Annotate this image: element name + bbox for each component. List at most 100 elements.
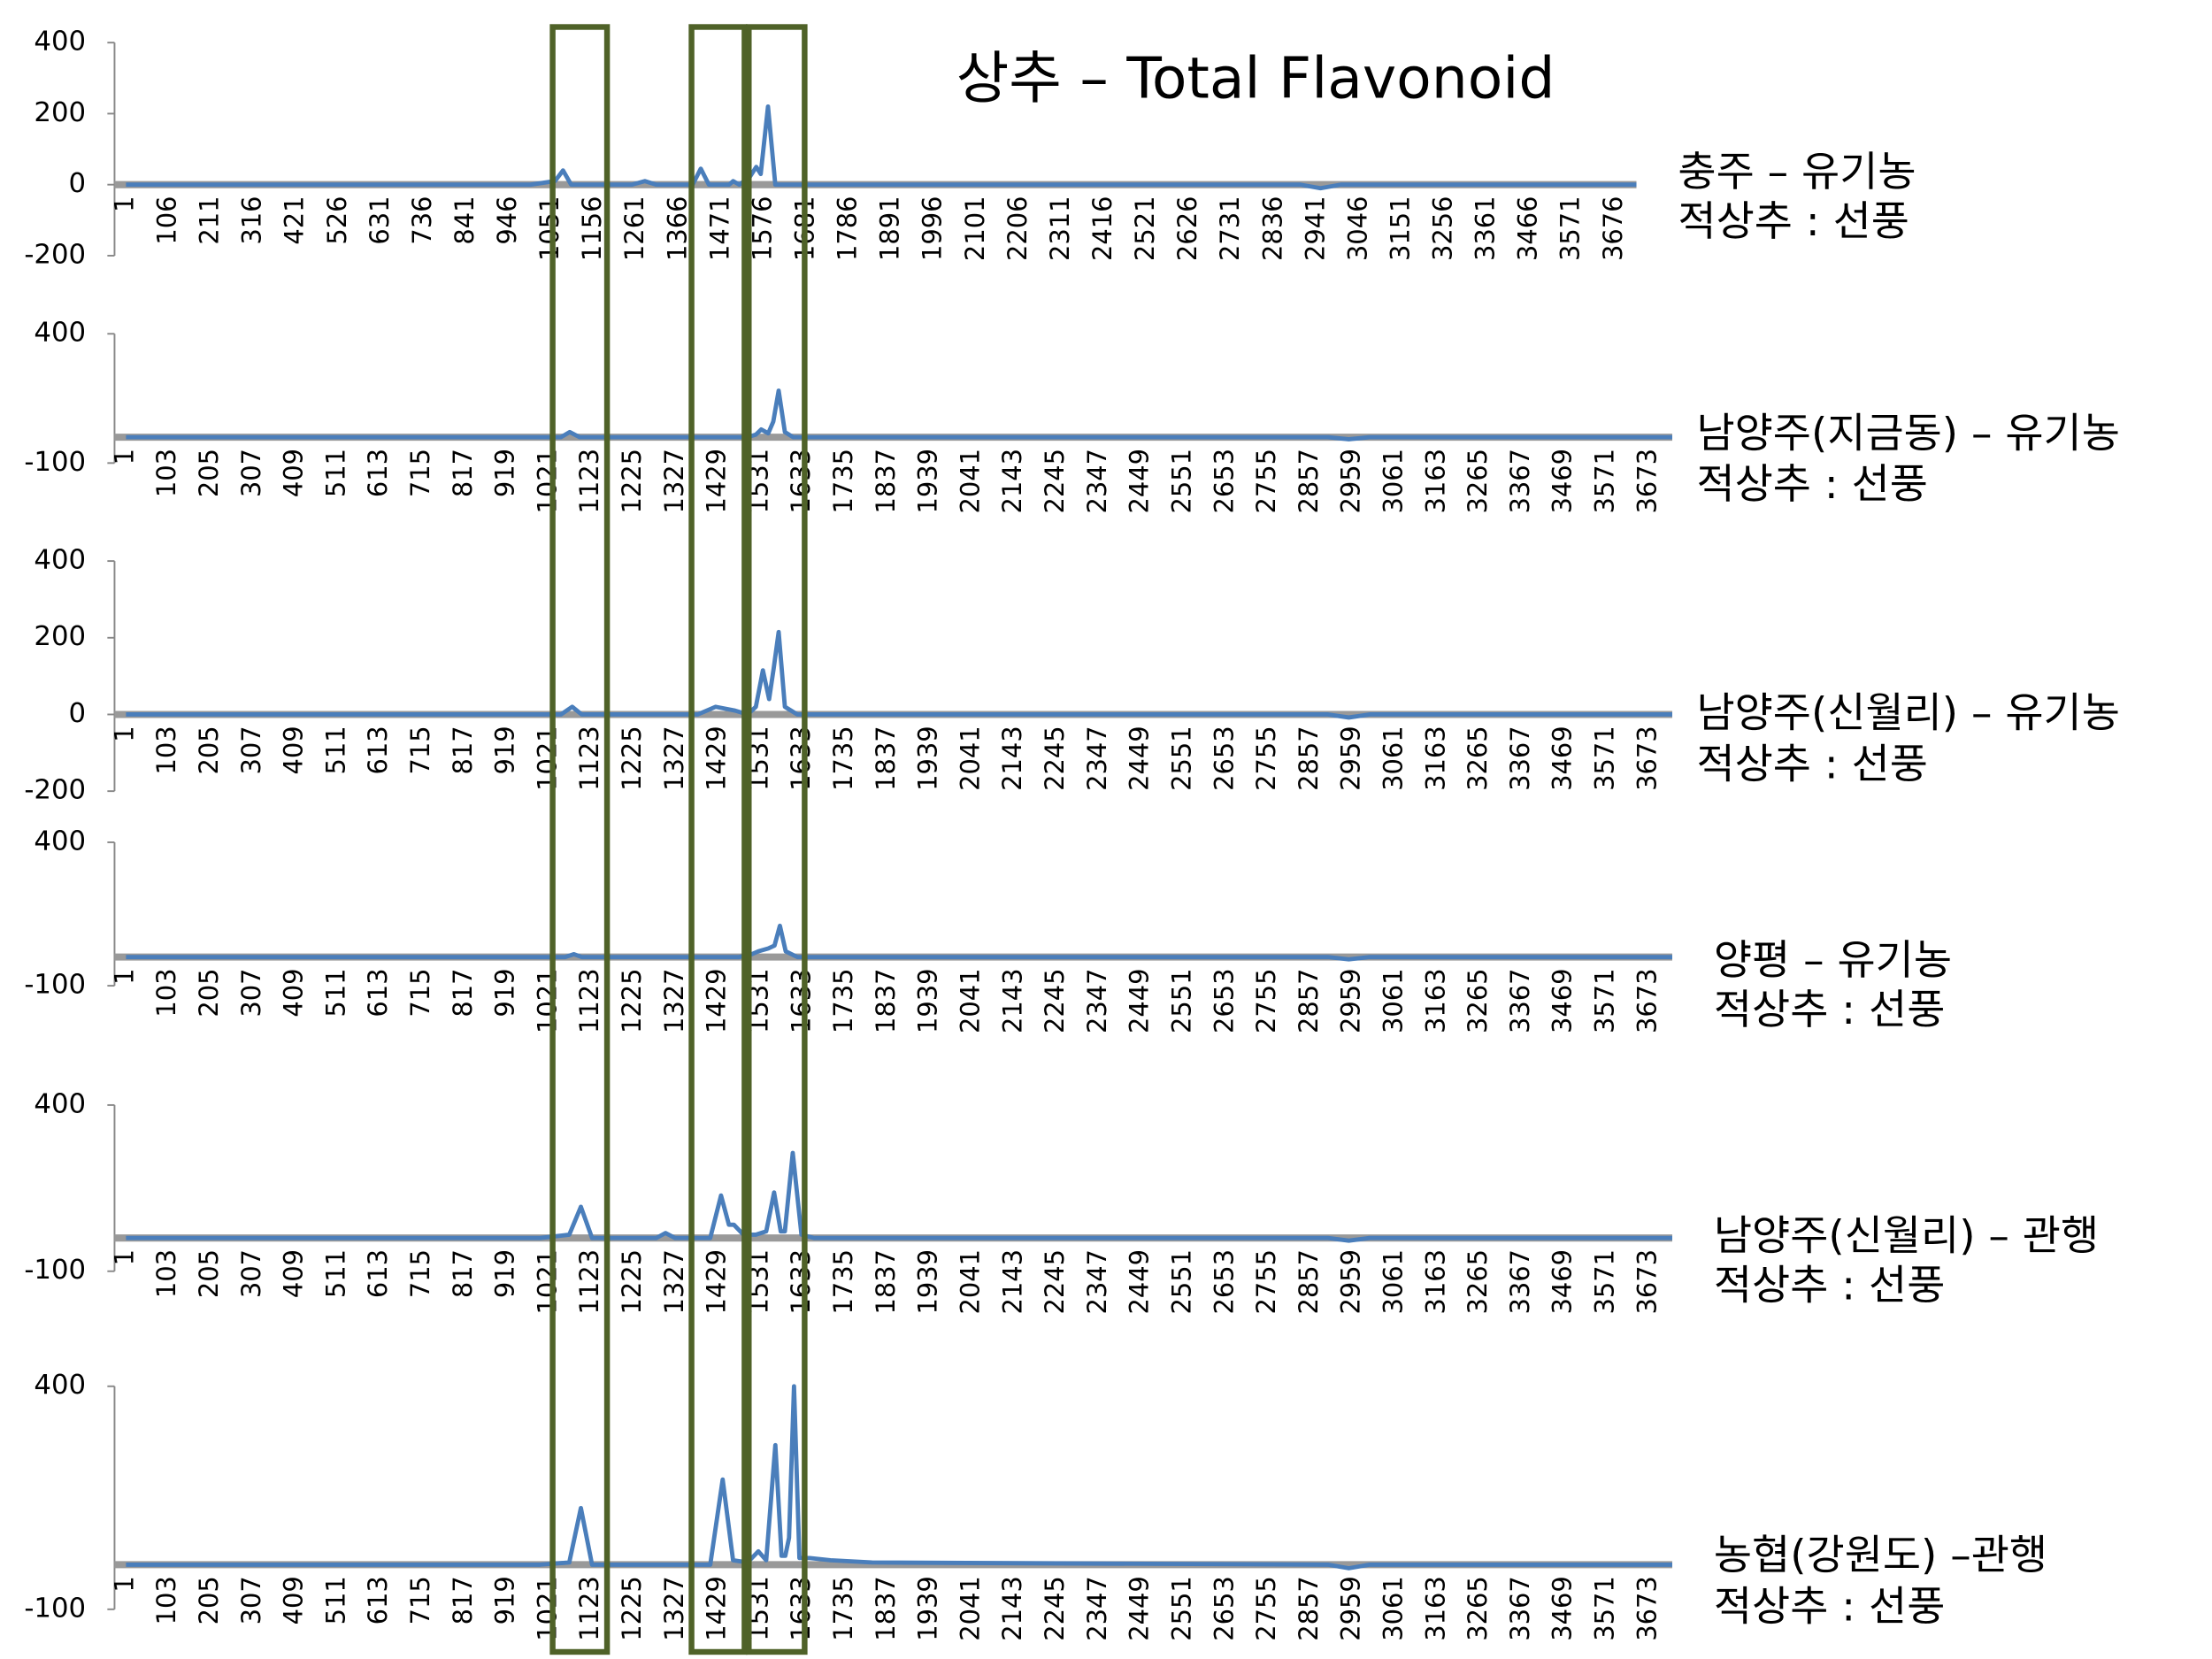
x-tick-label: 3367	[1505, 1576, 1535, 1641]
x-tick-label: 1156	[577, 196, 607, 262]
x-tick-label: 103	[151, 1249, 181, 1298]
panel-label: 적상추 : 선풍	[1714, 1583, 1945, 1631]
x-tick-label: 3265	[1463, 968, 1493, 1033]
highlight-box	[688, 24, 748, 1655]
x-tick-label: 1891	[875, 196, 905, 262]
x-tick-label: 715	[405, 1249, 435, 1298]
x-tick-label: 2245	[1040, 726, 1070, 791]
x-tick-label: 1123	[574, 726, 604, 791]
x-tick-label: 2755	[1251, 449, 1281, 514]
x-tick-label: 1	[109, 1576, 139, 1592]
x-tick-label: 3469	[1548, 449, 1578, 514]
y-tick-label: 200	[34, 97, 86, 128]
x-tick-label: 3367	[1505, 726, 1535, 791]
data-line	[126, 1150, 1672, 1243]
data-line	[126, 629, 1672, 720]
x-tick-label: 2143	[997, 968, 1027, 1033]
x-tick-label: 2449	[1125, 1249, 1155, 1315]
x-tick-label: 817	[448, 968, 478, 1017]
x-tick-label: 946	[492, 196, 522, 245]
x-tick-label: 817	[448, 1576, 478, 1624]
x-tick-label: 3265	[1463, 1249, 1493, 1315]
x-tick-label: 2755	[1251, 1249, 1281, 1315]
x-tick-label: 1837	[871, 449, 901, 514]
x-tick-label: 3466	[1513, 196, 1543, 262]
x-tick-label: 1837	[871, 1576, 901, 1641]
x-tick-label: 1939	[913, 449, 943, 514]
x-tick-label: 1939	[913, 726, 943, 791]
x-tick-label: 919	[490, 726, 520, 774]
x-tick-label: 3163	[1420, 449, 1450, 514]
x-tick-label: 1786	[832, 196, 862, 262]
x-tick-label: 1327	[659, 449, 689, 514]
panel-label: 농협(강원도) –관행	[1714, 1532, 2047, 1580]
x-tick-label: 526	[322, 196, 352, 245]
x-tick-label: 1	[109, 968, 139, 984]
x-tick-label: 1021	[532, 968, 562, 1033]
x-tick-label: 2449	[1125, 726, 1155, 791]
x-tick-label: 3673	[1632, 449, 1662, 514]
x-tick-label: 1735	[828, 1576, 858, 1641]
x-tick-label: 1633	[786, 1249, 816, 1315]
x-tick-label: 2041	[955, 449, 985, 514]
x-tick-label: 2143	[997, 449, 1027, 514]
x-tick-label: 1327	[659, 1576, 689, 1641]
y-tick-label: -200	[24, 775, 86, 806]
x-tick-label: 103	[151, 726, 181, 774]
x-tick-label: 2653	[1209, 449, 1239, 514]
x-tick-label: 2449	[1125, 968, 1155, 1033]
x-tick-label: 1	[109, 1249, 139, 1265]
panel-label: 양평 – 유기농	[1714, 937, 1952, 985]
x-tick-label: 2653	[1209, 1249, 1239, 1315]
x-tick-label: 1837	[871, 726, 901, 791]
x-tick-label: 2143	[997, 1249, 1027, 1315]
x-tick-label: 3571	[1589, 726, 1619, 791]
data-line	[126, 104, 1637, 191]
x-tick-label: 1123	[574, 1576, 604, 1641]
x-tick-label: 3673	[1632, 1249, 1662, 1315]
x-tick-label: 2449	[1125, 449, 1155, 514]
x-tick-label: 1735	[828, 968, 858, 1033]
x-tick-label: 205	[194, 726, 224, 774]
highlight-box	[746, 24, 808, 1655]
x-tick-label: 511	[320, 726, 350, 774]
y-tick-label: -100	[24, 1593, 86, 1624]
panel-label: 남양주(신월리) – 유기농	[1696, 690, 2119, 738]
x-tick-label: 2551	[1166, 1249, 1196, 1315]
x-tick-label: 1735	[828, 449, 858, 514]
x-tick-label: 2941	[1300, 196, 1330, 262]
panel-label: 적상추 : 선풍	[1678, 198, 1909, 246]
x-tick-label: 103	[151, 968, 181, 1017]
chart-title: 상추 – Total Flavonoid	[956, 46, 1555, 112]
x-tick-label: 1	[109, 196, 139, 212]
x-tick-label: 2959	[1336, 968, 1366, 1033]
highlight-box	[549, 24, 611, 1655]
x-tick-label: 205	[194, 1576, 224, 1624]
x-tick-label: 1939	[913, 968, 943, 1033]
x-tick-label: 1	[109, 726, 139, 741]
x-tick-label: 2347	[1082, 1576, 1112, 1641]
x-tick-label: 1837	[871, 968, 901, 1033]
x-tick-label: 1327	[659, 726, 689, 791]
y-tick-label: 0	[69, 698, 87, 729]
x-tick-label: 1123	[574, 449, 604, 514]
x-tick-label: 2857	[1294, 1249, 1324, 1315]
x-tick-label: 1261	[619, 196, 649, 262]
x-tick-label: 1429	[702, 1576, 732, 1641]
x-tick-label: 2653	[1209, 968, 1239, 1033]
x-tick-label: 2857	[1294, 449, 1324, 514]
x-tick-label: 2041	[955, 1249, 985, 1315]
x-tick-label: 2551	[1166, 449, 1196, 514]
x-tick-label: 3571	[1589, 1576, 1619, 1641]
x-tick-label: 715	[405, 449, 435, 497]
x-tick-label: 316	[237, 196, 267, 245]
x-tick-label: 2857	[1294, 726, 1324, 791]
x-tick-label: 1225	[617, 1576, 647, 1641]
x-tick-label: 409	[279, 449, 309, 497]
x-tick-label: 2245	[1040, 1576, 1070, 1641]
x-tick-label: 103	[151, 449, 181, 497]
x-tick-label: 2731	[1215, 196, 1245, 262]
x-tick-label: 1225	[617, 968, 647, 1033]
